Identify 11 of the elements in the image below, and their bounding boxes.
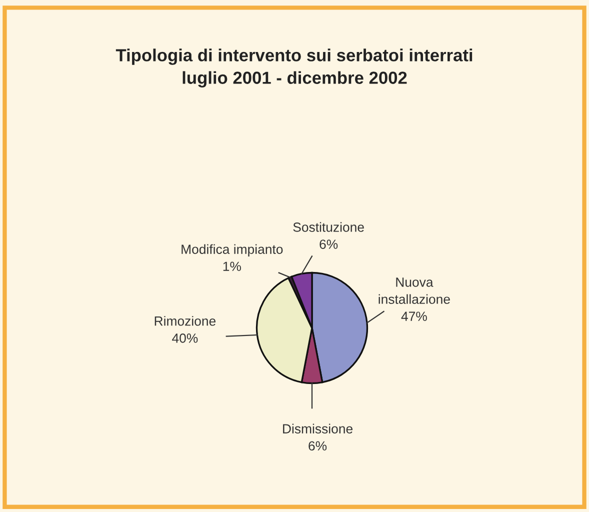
slice-label: Sostituzione xyxy=(293,222,364,232)
slice-label: Nuova installazione xyxy=(378,278,450,304)
data-label: 1% xyxy=(223,262,241,271)
data-label: 6% xyxy=(308,441,327,451)
slice-label: Modifica impianto xyxy=(182,244,283,257)
data-label: 40% xyxy=(172,334,198,343)
slice-label: Rimozione xyxy=(154,316,216,326)
slice-label: Dismissione xyxy=(283,424,352,434)
data-label: 47% xyxy=(401,312,427,321)
chart-title: Tipologia di intervento sui serbatoi interrati luglio 2001 - dicembre 2002 xyxy=(116,48,472,88)
data-label: 6% xyxy=(320,240,338,249)
